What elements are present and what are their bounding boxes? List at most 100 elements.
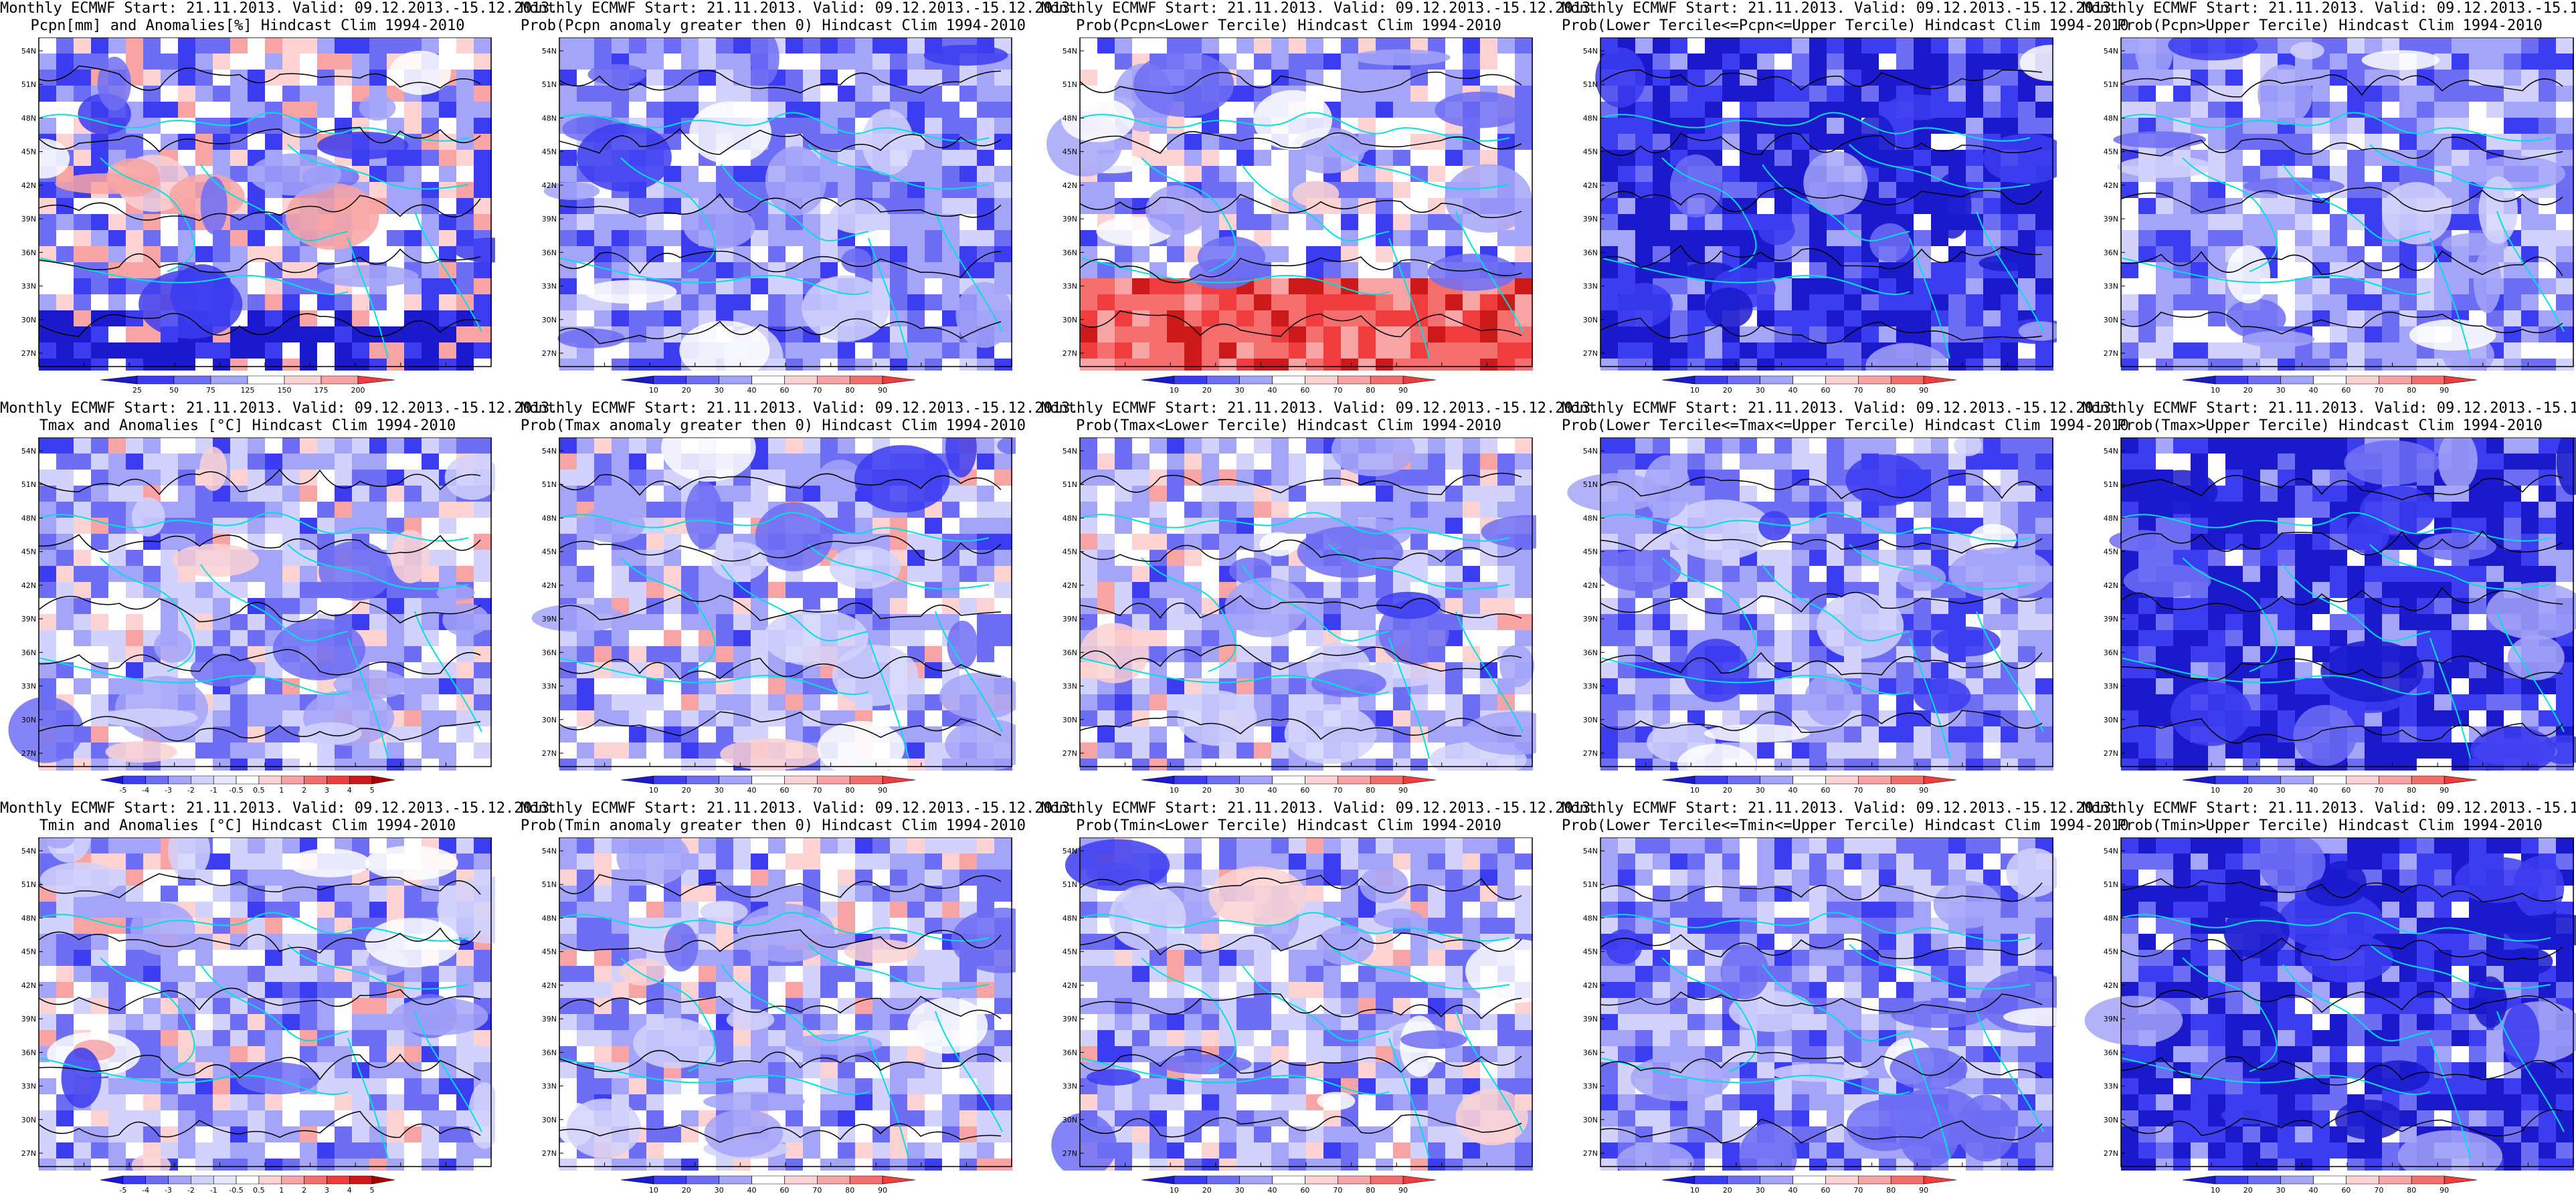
colorbar-swatch <box>751 1175 785 1185</box>
lat-tick-label: 30N <box>21 316 36 324</box>
lat-tick-label: 30N <box>542 316 557 324</box>
lat-tick-label: 42N <box>542 981 557 990</box>
lat-tick-label: 48N <box>1063 114 1077 122</box>
colorbar-tick-label: 40 <box>747 1186 757 1195</box>
colorbar-tick-label: 60 <box>2341 786 2351 795</box>
colorbar-tick-label: 30 <box>715 386 724 395</box>
map-panel-tmin-5: Monthly ECMWF Start: 21.11.2013. Valid: … <box>2082 800 2576 1201</box>
colorbar-swatch <box>1239 375 1273 385</box>
colorbar: 10 20 30 40 60 70 80 90 <box>2082 372 2576 401</box>
probability-map: 54N51N48N45N42N39N36N33N30N27N5E10E15E20… <box>1567 437 2053 771</box>
colorbar-swatch <box>2247 375 2281 385</box>
colorbar-swatch <box>1890 1175 1924 1185</box>
lat-tick-label: 45N <box>21 148 36 157</box>
colorbar: 10 20 30 40 60 70 80 90 <box>521 772 1016 801</box>
colorbar-tick-label: 1 <box>279 786 284 795</box>
lat-tick-label: 54N <box>2104 447 2118 456</box>
colorbar-swatch <box>620 1175 654 1185</box>
probability-map: 54N51N48N45N42N39N36N33N30N27N5E10E15E20… <box>1583 837 2057 1171</box>
colorbar-swatch <box>849 775 883 785</box>
colorbar-tick-label: 70 <box>812 386 822 395</box>
colorbar-swatch <box>1727 775 1760 785</box>
panel-title: Monthly ECMWF Start: 21.11.2013. Valid: … <box>0 400 558 437</box>
colorbar-tick-label: 70 <box>2374 386 2383 395</box>
colorbar-swatch <box>2346 375 2379 385</box>
lat-tick-label: 39N <box>1583 215 1598 223</box>
colorbar-tick-label: 60 <box>2341 386 2351 395</box>
colorbar-swatch <box>1858 1175 1892 1185</box>
colorbar-swatch <box>2215 1175 2249 1185</box>
coastline-icon <box>1601 912 2044 1159</box>
colorbar-swatch <box>1402 775 1437 785</box>
colorbar-swatch <box>1402 375 1437 385</box>
lat-tick-label: 54N <box>1063 47 1077 56</box>
colorbar-tick-label: 10 <box>1690 786 1699 795</box>
colorbar-swatch <box>653 775 687 785</box>
panel-headline: Monthly ECMWF Start: 21.11.2013. Valid: … <box>1562 800 2120 817</box>
colorbar-tick-label: 1 <box>279 1186 284 1195</box>
colorbar-tick-label: 20 <box>682 386 691 395</box>
coastline-icon <box>2122 112 2565 359</box>
coastline-icon <box>1081 912 1524 1159</box>
probability-map: 54N51N48N45N42N39N36N33N30N27N5E10E15E20… <box>1051 837 1536 1171</box>
lat-tick-label: 45N <box>21 948 36 957</box>
colorbar-tick-label: 60 <box>779 386 789 395</box>
colorbar-tick-label: 200 <box>351 386 365 395</box>
colorbar-swatch <box>281 775 304 785</box>
colorbar: 25 50 75 125 150 175 200 <box>0 372 495 401</box>
colorbar-tick-label: 40 <box>2309 1186 2318 1195</box>
colorbar-swatch <box>882 1175 916 1185</box>
panel-title: Monthly ECMWF Start: 21.11.2013. Valid: … <box>521 800 1079 837</box>
lat-tick-label: 48N <box>21 114 36 122</box>
colorbar-swatch <box>100 1175 124 1185</box>
colorbar-swatch <box>1174 375 1208 385</box>
lat-tick-label: 42N <box>21 581 36 590</box>
panel-title: Monthly ECMWF Start: 21.11.2013. Valid: … <box>521 400 1079 437</box>
colorbar-swatch <box>145 1175 169 1185</box>
lat-tick-label: 36N <box>1063 648 1077 657</box>
lat-tick-label: 54N <box>542 47 557 56</box>
colorbar-tick-label: 90 <box>1398 386 1408 395</box>
lat-tick-label: 30N <box>2104 716 2118 724</box>
panel-headline: Monthly ECMWF Start: 21.11.2013. Valid: … <box>521 800 1079 817</box>
colorbar-swatch <box>882 375 916 385</box>
colorbar-swatch <box>1858 375 1892 385</box>
lat-tick-label: 42N <box>1583 181 1598 190</box>
lat-tick-label: 33N <box>2104 682 2118 691</box>
colorbar-swatch <box>1174 1175 1208 1185</box>
colorbar-tick-label: 40 <box>1268 386 1277 395</box>
colorbar-tick-label: 70 <box>2374 786 2383 795</box>
precip-anomaly-map: 54N51N48N45N42N39N36N33N30N27N5E10E15E20… <box>17 37 495 371</box>
lat-tick-label: 27N <box>1063 1149 1077 1158</box>
coastline-icon <box>1601 112 2044 359</box>
lat-tick-label: 45N <box>1063 548 1077 557</box>
colorbar-tick-label: 40 <box>2309 786 2318 795</box>
lat-tick-label: 48N <box>1063 514 1077 522</box>
colorbar: 10 20 30 40 60 70 80 90 <box>1041 772 1536 801</box>
lat-tick-label: 27N <box>1583 1149 1598 1158</box>
panel-headline: Monthly ECMWF Start: 21.11.2013. Valid: … <box>2082 400 2576 417</box>
lat-tick-label: 36N <box>21 248 36 257</box>
lat-tick-label: 45N <box>2104 148 2118 157</box>
contour-lines <box>1600 882 2043 1144</box>
lat-tick-label: 42N <box>1063 981 1077 990</box>
lat-tick-label: 30N <box>1063 316 1077 324</box>
colorbar-swatch <box>2411 1175 2445 1185</box>
coastline-icon <box>2122 512 2565 759</box>
colorbar-tick-label: 60 <box>1300 786 1309 795</box>
colorbar-swatch <box>751 775 785 785</box>
colorbar-swatch <box>122 1175 146 1185</box>
map-area: 54N51N48N45N42N39N36N33N30N27N5E10E15E20… <box>1041 837 1536 1171</box>
colorbar-swatch <box>1338 375 1371 385</box>
panel-title: Monthly ECMWF Start: 21.11.2013. Valid: … <box>1562 800 2129 837</box>
lat-tick-label: 36N <box>2104 648 2118 657</box>
lat-tick-label: 45N <box>2104 948 2118 957</box>
lat-tick-label: 48N <box>1583 914 1598 922</box>
colorbar-swatch <box>1661 775 1695 785</box>
colorbar-swatch <box>1272 375 1305 385</box>
lat-tick-label: 36N <box>1583 1048 1598 1057</box>
panel-headline: Monthly ECMWF Start: 21.11.2013. Valid: … <box>0 800 559 817</box>
colorbar-swatch <box>1792 375 1826 385</box>
colorbar-tick-label: 150 <box>278 386 292 395</box>
coastline-icon <box>1081 112 1524 359</box>
